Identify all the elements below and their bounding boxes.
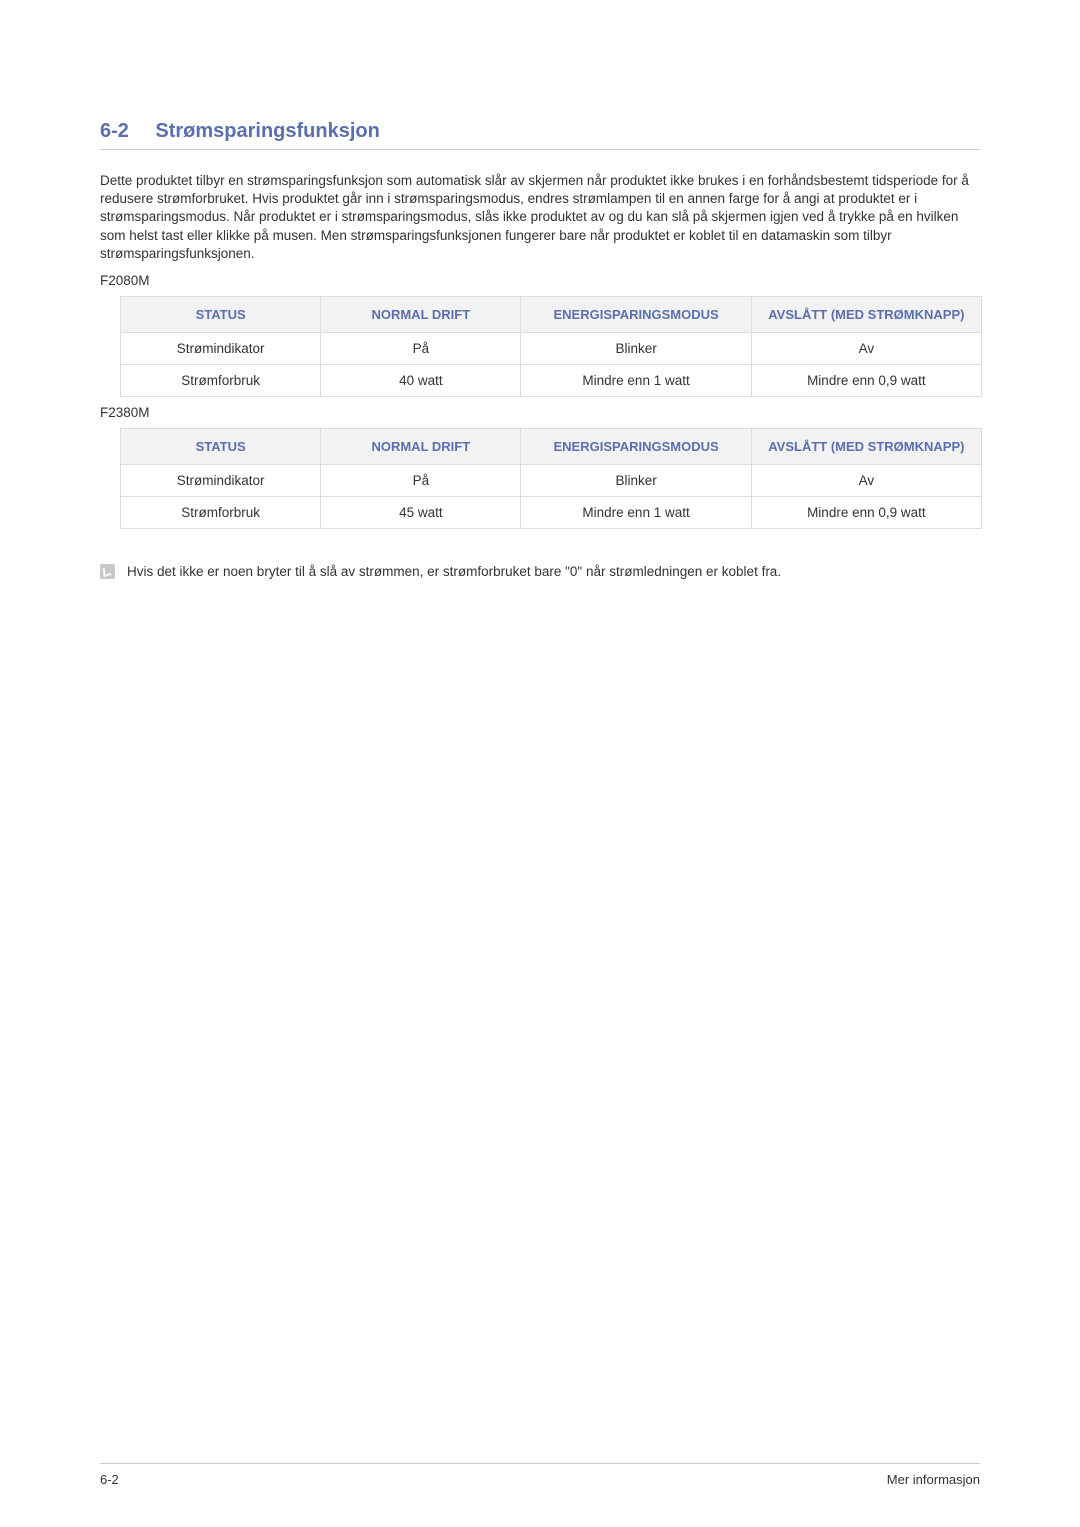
table-row: Strømforbruk 45 watt Mindre enn 1 watt M… xyxy=(121,497,982,529)
table-row: Strømindikator På Blinker Av xyxy=(121,465,982,497)
cell: Strømforbruk xyxy=(121,365,321,397)
section-number: 6-2 xyxy=(100,120,129,142)
cell: Blinker xyxy=(521,465,751,497)
col-off: AVSLÅTT (MED STRØMKNAPP) xyxy=(751,297,981,333)
cell: Strømforbruk xyxy=(121,497,321,529)
cell: Mindre enn 1 watt xyxy=(521,497,751,529)
note-text: Hvis det ikke er noen bryter til å slå a… xyxy=(127,563,781,582)
table-row: Strømforbruk 40 watt Mindre enn 1 watt M… xyxy=(121,365,982,397)
section-title: Strømsparingsfunksjon xyxy=(155,120,379,142)
col-energy-save: ENERGISPARINGSMODUS xyxy=(521,429,751,465)
cell: Av xyxy=(751,465,981,497)
col-energy-save: ENERGISPARINGSMODUS xyxy=(521,297,751,333)
intro-paragraph: Dette produktet tilbyr en strømsparingsf… xyxy=(100,172,980,263)
footer-left: 6-2 xyxy=(100,1472,119,1487)
table-header-row: STATUS NORMAL DRIFT ENERGISPARINGSMODUS … xyxy=(121,297,982,333)
cell: Mindre enn 0,9 watt xyxy=(751,365,981,397)
model-label-2: F2380M xyxy=(100,405,980,420)
cell: Mindre enn 0,9 watt xyxy=(751,497,981,529)
specs-table-1: STATUS NORMAL DRIFT ENERGISPARINGSMODUS … xyxy=(120,296,982,397)
col-normal-drift: NORMAL DRIFT xyxy=(321,429,521,465)
table-header-row: STATUS NORMAL DRIFT ENERGISPARINGSMODUS … xyxy=(121,429,982,465)
footer-right: Mer informasjon xyxy=(887,1472,980,1487)
cell: På xyxy=(321,465,521,497)
cell: Strømindikator xyxy=(121,333,321,365)
note-block: Hvis det ikke er noen bryter til å slå a… xyxy=(100,563,980,582)
cell: Strømindikator xyxy=(121,465,321,497)
cell: 40 watt xyxy=(321,365,521,397)
col-off: AVSLÅTT (MED STRØMKNAPP) xyxy=(751,429,981,465)
specs-table-2: STATUS NORMAL DRIFT ENERGISPARINGSMODUS … xyxy=(120,428,982,529)
page-content: 6-2 Strømsparingsfunksjon Dette produkte… xyxy=(0,0,1080,622)
cell: 45 watt xyxy=(321,497,521,529)
cell: Mindre enn 1 watt xyxy=(521,365,751,397)
cell: Av xyxy=(751,333,981,365)
cell: På xyxy=(321,333,521,365)
page-footer: 6-2 Mer informasjon xyxy=(100,1463,980,1487)
table-row: Strømindikator På Blinker Av xyxy=(121,333,982,365)
col-status: STATUS xyxy=(121,297,321,333)
col-status: STATUS xyxy=(121,429,321,465)
cell: Blinker xyxy=(521,333,751,365)
note-icon xyxy=(100,564,115,579)
col-normal-drift: NORMAL DRIFT xyxy=(321,297,521,333)
section-heading: 6-2 Strømsparingsfunksjon xyxy=(100,120,980,150)
model-label-1: F2080M xyxy=(100,273,980,288)
